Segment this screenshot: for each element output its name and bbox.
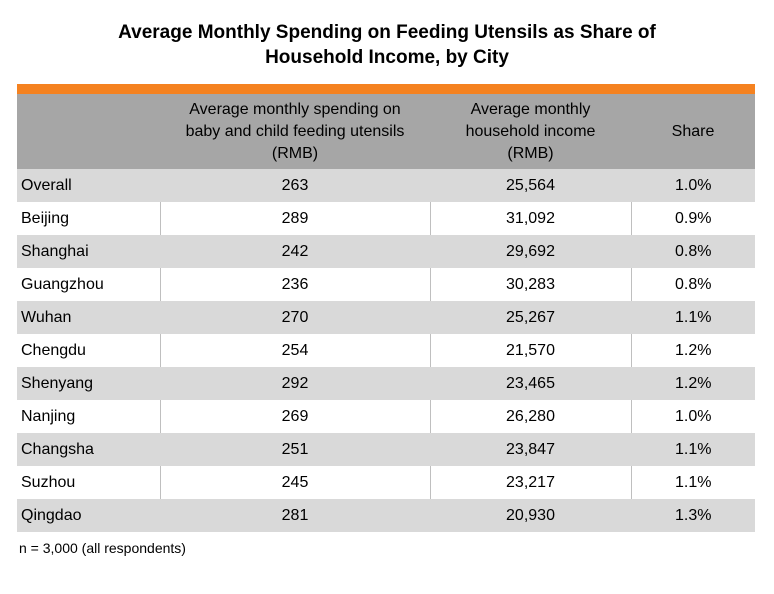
income-cell: 20,930 <box>429 499 631 532</box>
table-row: Wuhan 270 25,267 1.1% <box>17 301 755 334</box>
city-cell: Suzhou <box>17 466 160 499</box>
page-title: Average Monthly Spending on Feeding Uten… <box>0 20 774 70</box>
share-cell: 1.1% <box>630 301 755 334</box>
income-cell: 23,465 <box>429 367 631 400</box>
header-city <box>17 94 160 169</box>
share-cell: 1.2% <box>630 334 755 367</box>
city-cell: Nanjing <box>17 400 160 433</box>
table-row: Beijing 289 31,092 0.9% <box>17 202 755 235</box>
income-cell: 23,847 <box>429 433 631 466</box>
table-row: Qingdao 281 20,930 1.3% <box>17 499 755 532</box>
table-row: Suzhou 245 23,217 1.1% <box>17 466 755 499</box>
header-income: Average monthly household income (RMB) <box>430 94 631 169</box>
spending-cell: 254 <box>159 334 430 367</box>
spending-cell: 269 <box>159 400 430 433</box>
income-cell: 26,280 <box>429 400 631 433</box>
income-cell: 21,570 <box>429 334 631 367</box>
income-cell: 29,692 <box>429 235 631 268</box>
table-row: Changsha 251 23,847 1.1% <box>17 433 755 466</box>
table-row: Chengdu 254 21,570 1.2% <box>17 334 755 367</box>
spending-cell: 281 <box>159 499 430 532</box>
city-cell: Chengdu <box>17 334 160 367</box>
share-cell: 1.0% <box>630 169 755 202</box>
city-cell: Overall <box>17 169 160 202</box>
spending-cell: 245 <box>159 466 430 499</box>
share-cell: 0.9% <box>630 202 755 235</box>
city-cell: Shanghai <box>17 235 160 268</box>
spending-cell: 270 <box>159 301 430 334</box>
header-spending: Average monthly spending on baby and chi… <box>160 94 430 169</box>
spending-cell: 289 <box>159 202 430 235</box>
spending-cell: 242 <box>159 235 430 268</box>
table-row: Shenyang 292 23,465 1.2% <box>17 367 755 400</box>
title-line-2: Household Income, by City <box>265 47 509 68</box>
table-row: Overall 263 25,564 1.0% <box>17 169 755 202</box>
income-cell: 31,092 <box>429 202 631 235</box>
city-cell: Wuhan <box>17 301 160 334</box>
share-cell: 1.3% <box>630 499 755 532</box>
city-cell: Guangzhou <box>17 268 160 301</box>
share-cell: 0.8% <box>630 268 755 301</box>
share-cell: 0.8% <box>630 235 755 268</box>
header-share: Share <box>631 94 755 169</box>
city-cell: Shenyang <box>17 367 160 400</box>
income-cell: 25,267 <box>429 301 631 334</box>
city-cell: Beijing <box>17 202 160 235</box>
share-cell: 1.2% <box>630 367 755 400</box>
spending-cell: 236 <box>159 268 430 301</box>
table-row: Nanjing 269 26,280 1.0% <box>17 400 755 433</box>
spending-cell: 251 <box>159 433 430 466</box>
table-header-row: Average monthly spending on baby and chi… <box>17 94 755 169</box>
income-cell: 25,564 <box>429 169 631 202</box>
share-cell: 1.0% <box>630 400 755 433</box>
city-cell: Changsha <box>17 433 160 466</box>
share-cell: 1.1% <box>630 433 755 466</box>
footnote: n = 3,000 (all respondents) <box>19 540 186 556</box>
accent-bar <box>17 84 755 94</box>
table-row: Guangzhou 236 30,283 0.8% <box>17 268 755 301</box>
city-cell: Qingdao <box>17 499 160 532</box>
income-cell: 30,283 <box>429 268 631 301</box>
income-cell: 23,217 <box>429 466 631 499</box>
spending-cell: 263 <box>159 169 430 202</box>
title-line-1: Average Monthly Spending on Feeding Uten… <box>118 22 656 43</box>
table-row: Shanghai 242 29,692 0.8% <box>17 235 755 268</box>
spending-table: Average monthly spending on baby and chi… <box>17 94 755 532</box>
share-cell: 1.1% <box>630 466 755 499</box>
spending-cell: 292 <box>159 367 430 400</box>
